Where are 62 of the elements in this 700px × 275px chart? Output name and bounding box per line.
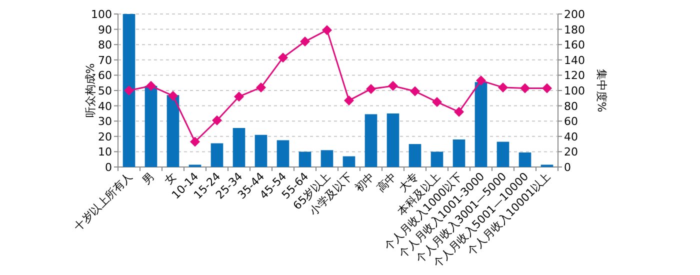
y-tick-label: 50 bbox=[98, 84, 112, 98]
point bbox=[520, 83, 530, 94]
y2-tick-label: 100 bbox=[564, 84, 585, 98]
bar bbox=[232, 128, 246, 167]
bar bbox=[518, 152, 532, 167]
y2-tick-label: 180 bbox=[564, 23, 585, 36]
y-tick-label: 70 bbox=[98, 54, 112, 67]
point bbox=[498, 82, 508, 92]
point bbox=[234, 92, 244, 102]
y2-tick-label: 0 bbox=[564, 161, 571, 174]
y2-tick-label: 160 bbox=[564, 38, 585, 52]
y-tick-label: 80 bbox=[98, 38, 112, 52]
bar bbox=[342, 156, 356, 167]
point bbox=[190, 136, 200, 147]
bar bbox=[364, 114, 378, 167]
y-tick-label: 60 bbox=[98, 69, 112, 82]
bar bbox=[496, 142, 510, 167]
y2-axis-title: 集中度% bbox=[595, 68, 608, 112]
point bbox=[366, 84, 376, 94]
y-tick-label: 20 bbox=[98, 130, 112, 144]
point bbox=[476, 76, 486, 86]
point bbox=[454, 106, 464, 117]
bar bbox=[210, 143, 224, 167]
bar bbox=[386, 113, 400, 167]
point bbox=[256, 82, 266, 92]
point bbox=[300, 36, 310, 47]
point bbox=[212, 115, 222, 126]
point bbox=[146, 80, 156, 91]
y2-tick-label: 20 bbox=[564, 146, 578, 159]
bar bbox=[276, 140, 290, 167]
y-tick-label: 10 bbox=[98, 146, 112, 159]
bar bbox=[474, 82, 488, 167]
point bbox=[432, 96, 442, 107]
bar bbox=[298, 152, 312, 167]
y2-tick-label: 60 bbox=[564, 115, 578, 128]
point bbox=[168, 90, 178, 101]
y-tick-label: 40 bbox=[98, 100, 112, 113]
x-tick-label: 男 bbox=[140, 170, 158, 187]
bar bbox=[408, 144, 422, 167]
point bbox=[410, 86, 420, 96]
y-tick-label: 90 bbox=[98, 23, 112, 36]
y2-tick-label: 40 bbox=[564, 130, 578, 144]
bar bbox=[166, 95, 180, 167]
point bbox=[278, 52, 288, 63]
y-tick-label: 100 bbox=[91, 8, 112, 21]
y2-tick-label: 80 bbox=[564, 100, 578, 113]
y2-tick-label: 140 bbox=[564, 54, 585, 67]
point bbox=[542, 83, 552, 94]
bar bbox=[122, 14, 136, 167]
bar bbox=[144, 86, 158, 167]
bar bbox=[430, 152, 444, 167]
point bbox=[124, 86, 134, 96]
bar bbox=[254, 134, 268, 167]
point bbox=[344, 95, 354, 106]
point bbox=[388, 80, 398, 91]
y2-tick-label: 200 bbox=[564, 8, 585, 21]
bar bbox=[320, 150, 334, 167]
point bbox=[322, 25, 332, 36]
bar bbox=[452, 139, 466, 167]
y-axis-title: 听众构成% bbox=[84, 63, 97, 118]
y-tick-label: 30 bbox=[98, 115, 112, 128]
y2-tick-label: 120 bbox=[564, 69, 585, 82]
